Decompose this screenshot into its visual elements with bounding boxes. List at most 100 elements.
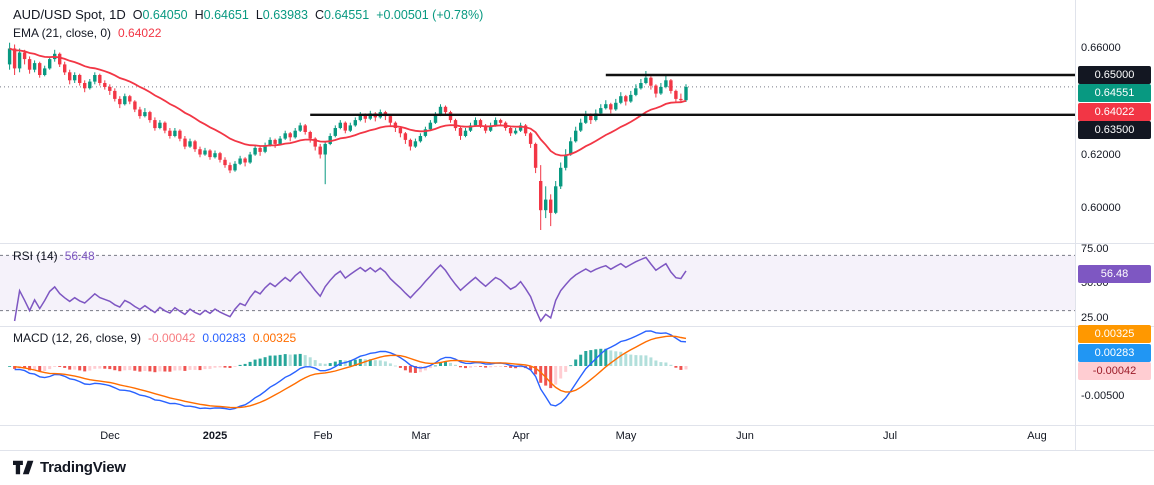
candle [554, 186, 558, 213]
y-axis-label: 75.00 [1081, 243, 1109, 255]
candle [17, 52, 22, 69]
candle [318, 146, 322, 155]
macd-legend-title: MACD (12, 26, close, 9) [13, 331, 142, 345]
macd-histogram-bar [328, 363, 332, 366]
x-axis-label[interactable]: 2025 [202, 430, 228, 442]
macd-histogram-bar [213, 366, 217, 368]
y-axis-label: 25.00 [1081, 312, 1109, 324]
macd-histogram-bar [358, 358, 362, 366]
change-value: +0.00501 (+0.78%) [376, 8, 484, 22]
candle [323, 143, 327, 155]
candle [153, 120, 157, 129]
candle [433, 114, 438, 123]
candle [473, 120, 478, 126]
ema-legend[interactable]: EMA (21, close, 0) 0.64022 [13, 26, 161, 40]
macd-histogram-bar [318, 363, 322, 366]
macd-histogram-bar [504, 366, 508, 367]
ema-line [9, 47, 687, 157]
candle [48, 59, 52, 69]
x-axis-label[interactable]: Mar [411, 430, 431, 442]
x-axis-label[interactable]: Jul [882, 430, 898, 442]
candle [293, 130, 297, 138]
macd-histogram-bar [223, 366, 227, 368]
low-value: L0.63983 [255, 8, 308, 22]
x-axis-label[interactable]: Feb [313, 430, 333, 442]
macd-histogram-bar [78, 366, 82, 371]
macd-histogram-bar [639, 355, 643, 366]
candle [353, 120, 357, 126]
macd-histogram-bar [464, 366, 467, 369]
candle [108, 86, 112, 91]
rsi-legend[interactable]: RSI (14) 56.48 [13, 249, 95, 263]
macd-signal-line [14, 335, 687, 409]
symbol-legend[interactable]: AUD/USD Spot, 1D O0.64050 H0.64651 L0.63… [13, 7, 483, 22]
macd-histogram-bar [644, 355, 648, 366]
close-label: C [314, 8, 325, 22]
candle [103, 83, 107, 87]
macd-histogram-bar [423, 366, 427, 371]
macd-histogram-bar [158, 366, 162, 372]
macd-histogram-bar [459, 366, 462, 368]
macd-histogram-bar [93, 366, 97, 369]
macd-histogram-bar [609, 350, 613, 366]
candle [178, 130, 182, 139]
x-axis-label[interactable]: Jun [736, 430, 754, 442]
macd-histogram-bar [629, 354, 633, 366]
macd-histogram-bar [398, 366, 402, 368]
macd-histogram-bar [594, 349, 598, 366]
macd-histogram-bar [98, 366, 102, 369]
macd-histogram-bar [248, 361, 252, 366]
macd-histogram-bar [489, 366, 493, 368]
macd-histogram-bar [123, 366, 127, 371]
macd-histogram-bar [273, 355, 277, 366]
macd-histogram-bar [163, 366, 167, 372]
x-axis-label[interactable]: Apr [512, 430, 530, 442]
macd-histogram-bar [509, 366, 513, 368]
candle [32, 63, 37, 70]
candle [83, 83, 87, 89]
candle [193, 141, 197, 150]
candle [43, 68, 47, 75]
candle [674, 90, 678, 99]
candle [584, 114, 588, 123]
macd-hist-badge: -0.00042 [1078, 362, 1151, 380]
candle [513, 130, 518, 134]
macd-legend[interactable]: MACD (12, 26, close, 9) -0.00042 0.00283… [13, 331, 296, 345]
macd-histogram-bar [469, 366, 472, 368]
macd-histogram-bar [499, 366, 503, 367]
macd-histogram-bar [519, 366, 523, 368]
candle [22, 52, 27, 60]
candle [368, 113, 372, 119]
candle [438, 106, 443, 115]
macd-histogram-bar [13, 366, 17, 369]
x-axis-label[interactable]: Dec [100, 430, 120, 442]
footer-branding[interactable]: TradingView [13, 455, 126, 479]
candle [78, 75, 82, 83]
macd-histogram-bar [559, 366, 563, 379]
macd-histogram-bar [233, 366, 237, 367]
candle [609, 104, 613, 110]
candle [133, 101, 137, 110]
candle [418, 136, 423, 142]
macd-histogram-bar [428, 366, 432, 369]
ema-value-badge: 0.64022 [1078, 103, 1151, 121]
candle [118, 98, 122, 105]
macd-histogram-bar [549, 366, 553, 389]
macd-histogram-bar [659, 362, 663, 366]
macd-histogram-bar [303, 355, 307, 366]
y-axis-label: 0.62000 [1081, 149, 1121, 161]
x-axis-label[interactable]: Aug [1027, 430, 1047, 442]
symbol-title[interactable]: AUD/USD Spot, 1D [13, 7, 126, 22]
resistance-level-badge: 0.65000 [1078, 66, 1151, 84]
x-axis-label[interactable]: May [615, 430, 637, 442]
macd-histogram-bar [679, 366, 683, 370]
candle [428, 122, 433, 130]
candle [659, 86, 663, 94]
y-axis-label: 0.60000 [1081, 202, 1121, 214]
macd-histogram-bar [529, 366, 533, 370]
macd-histogram-bar [418, 366, 422, 373]
candle [273, 139, 277, 144]
candle [183, 138, 187, 147]
candle [123, 96, 127, 105]
